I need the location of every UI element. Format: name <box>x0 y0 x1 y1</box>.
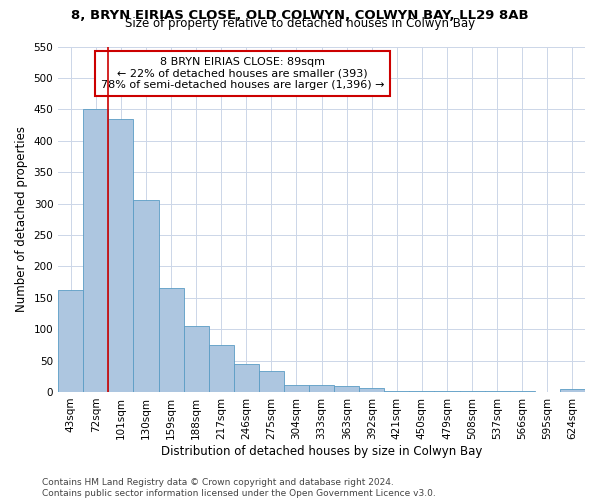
Text: Contains HM Land Registry data © Crown copyright and database right 2024.
Contai: Contains HM Land Registry data © Crown c… <box>42 478 436 498</box>
Bar <box>158 288 184 392</box>
Bar <box>284 385 309 392</box>
Bar <box>309 385 334 392</box>
Text: 8, BRYN EIRIAS CLOSE, OLD COLWYN, COLWYN BAY, LL29 8AB: 8, BRYN EIRIAS CLOSE, OLD COLWYN, COLWYN… <box>71 9 529 22</box>
Text: 8 BRYN EIRIAS CLOSE: 89sqm
← 22% of detached houses are smaller (393)
78% of sem: 8 BRYN EIRIAS CLOSE: 89sqm ← 22% of deta… <box>101 57 385 90</box>
Text: Size of property relative to detached houses in Colwyn Bay: Size of property relative to detached ho… <box>125 18 475 30</box>
Bar <box>133 200 158 392</box>
Bar <box>109 118 133 392</box>
Y-axis label: Number of detached properties: Number of detached properties <box>15 126 28 312</box>
Bar <box>58 290 83 392</box>
Bar <box>259 371 284 392</box>
Bar <box>83 110 109 392</box>
Bar <box>560 389 585 392</box>
Bar <box>209 346 234 392</box>
Bar <box>409 390 434 392</box>
Bar <box>334 386 359 392</box>
X-axis label: Distribution of detached houses by size in Colwyn Bay: Distribution of detached houses by size … <box>161 444 482 458</box>
Bar <box>184 326 209 392</box>
Bar <box>234 364 259 392</box>
Bar <box>359 388 385 392</box>
Bar <box>385 390 409 392</box>
